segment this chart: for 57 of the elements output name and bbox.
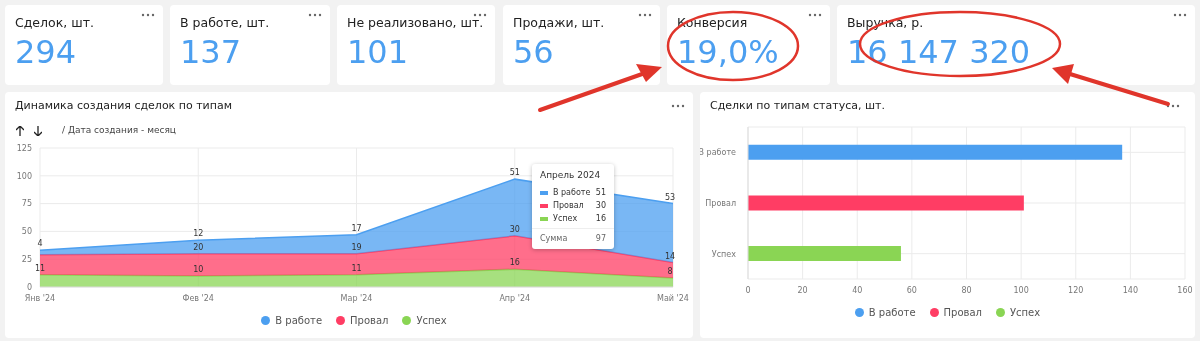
y-tick-label: В работе	[698, 148, 737, 158]
category-label: Сделок, шт.	[15, 15, 94, 30]
y-tick-label: 125	[16, 143, 32, 153]
x-tick-label: 80	[961, 285, 972, 295]
legend-label: В работе	[274, 315, 323, 326]
chart-title: Динамика создания сделок по типам	[15, 99, 232, 112]
data-label: 16	[509, 258, 520, 268]
y-tick-label: Провал	[705, 199, 736, 208]
y-tick-label: 25	[21, 255, 32, 265]
data-label: 51	[509, 168, 520, 178]
y-tick-label: Успех	[711, 249, 737, 259]
data-label: 17	[351, 223, 362, 233]
x-tick-label: Май '24	[657, 293, 689, 303]
chart-subtitle: / Дата создания - месяц	[62, 125, 176, 135]
y-tick-label: 75	[21, 199, 32, 209]
category-label: Не реализовано, шт.	[347, 15, 484, 30]
legend-label: Успех	[1009, 307, 1041, 318]
data-label: 30	[509, 224, 520, 234]
x-tick-label: 0	[745, 285, 751, 295]
text: 56	[513, 33, 554, 71]
x-tick-label: 160	[1177, 285, 1193, 295]
legend-label: Провал	[942, 307, 982, 318]
x-tick-label: 20	[797, 285, 808, 295]
data-label: 4	[37, 239, 43, 249]
data-label: 10	[193, 264, 204, 274]
y-tick-label: 50	[21, 227, 32, 237]
legend-label: Успех	[415, 315, 447, 326]
text: 137	[180, 33, 242, 71]
category-label: Продажи, шт.	[513, 15, 605, 30]
x-tick-label: Апр '24	[499, 293, 531, 303]
data-label: 8	[667, 267, 673, 277]
x-tick-label: 100	[1013, 285, 1029, 295]
annotation: В работе 51	[553, 188, 606, 197]
data-label: 53	[664, 192, 676, 202]
text: Провал 30	[553, 201, 606, 210]
annotation: Апрель 2024	[539, 170, 602, 182]
legend-label: Провал	[349, 315, 389, 326]
x-tick-label: Янв '24	[24, 293, 56, 303]
x-tick-label: 120	[1068, 285, 1084, 295]
text: Сумма 97	[540, 234, 606, 243]
category-label: В работе, шт.	[180, 15, 270, 30]
x-tick-label: Фев '24	[182, 293, 214, 303]
data-label: 12	[193, 229, 204, 239]
chart-title: Сделки по типам статуса, шт.	[710, 99, 885, 112]
legend-label: В работе	[867, 307, 916, 318]
data-label: 20	[193, 242, 204, 252]
y-tick-label: 100	[16, 171, 32, 181]
x-tick-label: Мар '24	[340, 293, 373, 303]
x-tick-label: 60	[906, 285, 917, 295]
text: 19,0%	[677, 33, 779, 71]
text: Успех 16	[553, 214, 606, 223]
data-label: 11	[351, 263, 362, 273]
text: 101	[347, 33, 409, 71]
text: 294	[15, 33, 77, 71]
x-tick-label: 140	[1122, 285, 1139, 295]
x-tick-label: 40	[852, 285, 863, 295]
data-label: 19	[351, 242, 362, 252]
